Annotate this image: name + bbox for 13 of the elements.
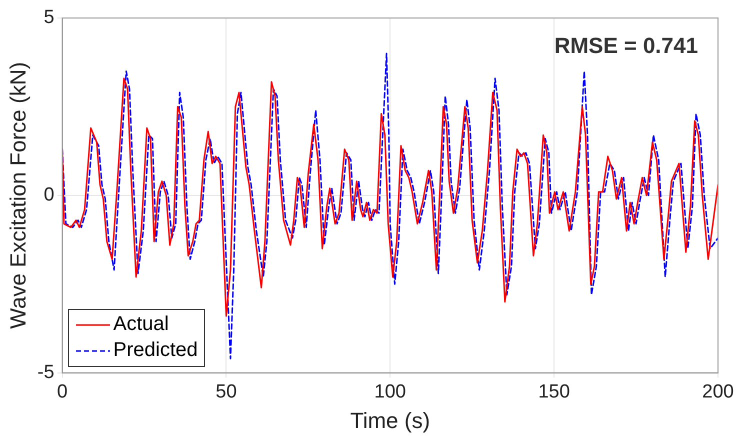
- y-tick-label: 5: [44, 7, 54, 28]
- legend-label: Predicted: [113, 339, 198, 362]
- x-tick-label: 200: [702, 381, 734, 402]
- x-tick-label: 150: [538, 381, 570, 402]
- x-tick-label: 50: [216, 381, 237, 402]
- legend-label: Actual: [113, 313, 169, 336]
- x-tick-label: 100: [374, 381, 406, 402]
- x-tick-label: 0: [57, 381, 68, 402]
- y-tick-label: 0: [44, 184, 54, 206]
- x-axis-title: Time (s): [350, 408, 430, 433]
- y-tick-label: -5: [37, 362, 54, 384]
- annotation: RMSE = 0.741: [554, 33, 698, 58]
- y-axis-title: Wave Excitation Force (kN): [5, 62, 30, 329]
